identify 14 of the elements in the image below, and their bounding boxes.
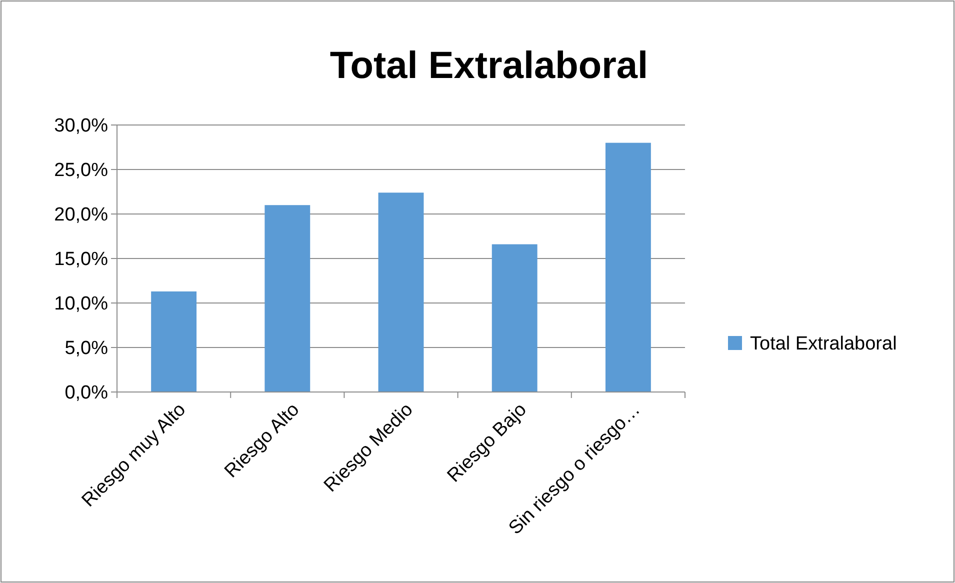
y-tick-label: 25,0% bbox=[54, 160, 108, 182]
bar bbox=[378, 192, 424, 392]
bar bbox=[264, 205, 310, 392]
bar bbox=[605, 142, 651, 392]
legend-label: Total Extralaboral bbox=[750, 334, 897, 355]
chart-title: Total Extralaboral bbox=[330, 45, 648, 87]
y-tick-label: 0,0% bbox=[64, 382, 108, 404]
y-tick-label: 20,0% bbox=[54, 204, 108, 226]
y-tick-label: 15,0% bbox=[54, 249, 108, 270]
y-tick-label: 30,0% bbox=[54, 116, 108, 137]
y-tick-label: 5,0% bbox=[64, 338, 108, 360]
y-tick-label: 10,0% bbox=[54, 294, 108, 315]
bar bbox=[492, 244, 538, 392]
bar bbox=[151, 291, 197, 392]
